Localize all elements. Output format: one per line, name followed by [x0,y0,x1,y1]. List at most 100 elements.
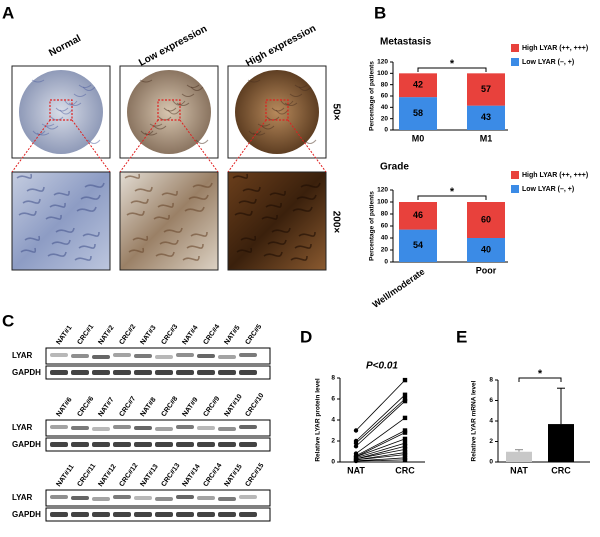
lane-label: NAT#12 [97,463,117,488]
bar [506,451,532,462]
significance-bracket [417,67,487,72]
magnified-texture [84,182,105,188]
pair-line [355,432,406,458]
tissue-texture [64,100,78,106]
magnified-texture [267,239,287,245]
tissue-texture [252,132,266,136]
tissue-core [127,70,211,154]
magnified-texture [240,235,257,241]
y-tick-label: 120 [377,187,388,194]
pair-line [355,442,406,459]
magnified-texture [24,235,41,241]
magnified-texture [80,194,101,200]
zoom-line [227,119,267,173]
magnified-texture [82,231,100,237]
y-tick-label: 2 [489,438,493,445]
magnified-texture [26,186,45,192]
crc-point [402,444,408,449]
magnified-texture [300,182,321,188]
y-tick-label: 8 [331,375,335,382]
bar-segment [467,105,505,130]
pair-line [355,398,406,444]
row-label: LYAR [12,351,33,360]
significance-bracket [518,377,562,382]
band [197,442,215,447]
lane-label: CRC#8 [160,395,179,418]
row-label: LYAR [12,423,33,432]
y-axis-label: Relative LYAR protein level [315,378,322,462]
bar-segment [399,73,437,98]
magnified-texture [74,255,92,261]
tissue-texture [144,132,158,136]
band [176,442,194,447]
panel-letter: B [374,3,386,22]
blot [45,365,271,380]
tissue-texture [82,86,96,91]
tissue-texture [78,84,92,88]
blot [45,419,271,437]
pair-line [355,430,406,457]
magnified-texture [53,190,70,196]
column-header: Low expression [137,24,209,69]
row-label: GAPDH [12,368,41,377]
band [92,427,110,431]
magnified-texture [292,206,313,212]
legend-label: Low LYAR (–, +) [522,186,574,193]
nat-point [353,458,359,464]
magnified-texture [78,243,96,249]
magnified-texture [22,198,41,204]
magnified-texture [132,235,149,241]
lane-label: NAT#4 [181,324,199,346]
lane-label: CRC#7 [118,395,137,418]
nat-point [353,444,359,449]
pair-line [355,438,406,458]
panel-letter: D [300,327,312,346]
band [155,370,173,375]
zoom-line [71,119,111,173]
tissue-texture [68,102,82,106]
band [134,370,152,375]
band [50,353,68,357]
magnified-texture [126,210,145,216]
x-tick-label: NAT [510,465,528,475]
lane-label: CRC#4 [202,323,221,346]
band [71,370,89,375]
band [155,512,173,517]
significance: * [450,186,455,198]
x-tick-label: CRC [395,465,415,475]
band [239,495,257,499]
bar-segment [399,202,437,230]
tissue-core [19,70,103,154]
x-tick-label: CRC [551,465,571,475]
band [197,426,215,430]
y-tick-label: 0 [384,127,388,134]
x-tick-label: M0 [412,133,425,143]
zoom-box [157,99,181,121]
y-tick-label: 60 [381,223,389,230]
lane-label: CRC#5 [244,323,263,346]
magnified-texture [190,231,208,237]
tissue-texture [149,123,163,127]
tissue-texture [73,93,87,97]
magnification: 50× [330,104,341,121]
band [218,497,236,501]
magnified-texture [163,227,183,233]
lane-label: CRC#2 [118,323,137,346]
magnified-texture [16,173,33,179]
magnified-texture [296,194,317,200]
band [218,355,236,359]
magnified-texture [232,173,249,179]
magnified-texture [47,251,67,257]
lane-label: CRC#14 [202,462,223,488]
chart-title: Grade [380,162,409,173]
y-tick-label: 80 [381,81,389,88]
magnified-texture [155,251,175,257]
blot [45,437,271,452]
zoom-line [11,119,51,173]
bar [548,424,574,462]
y-tick-label: 8 [489,377,493,384]
magnified-texture [234,210,253,216]
tissue-texture [163,107,177,112]
band [218,370,236,375]
